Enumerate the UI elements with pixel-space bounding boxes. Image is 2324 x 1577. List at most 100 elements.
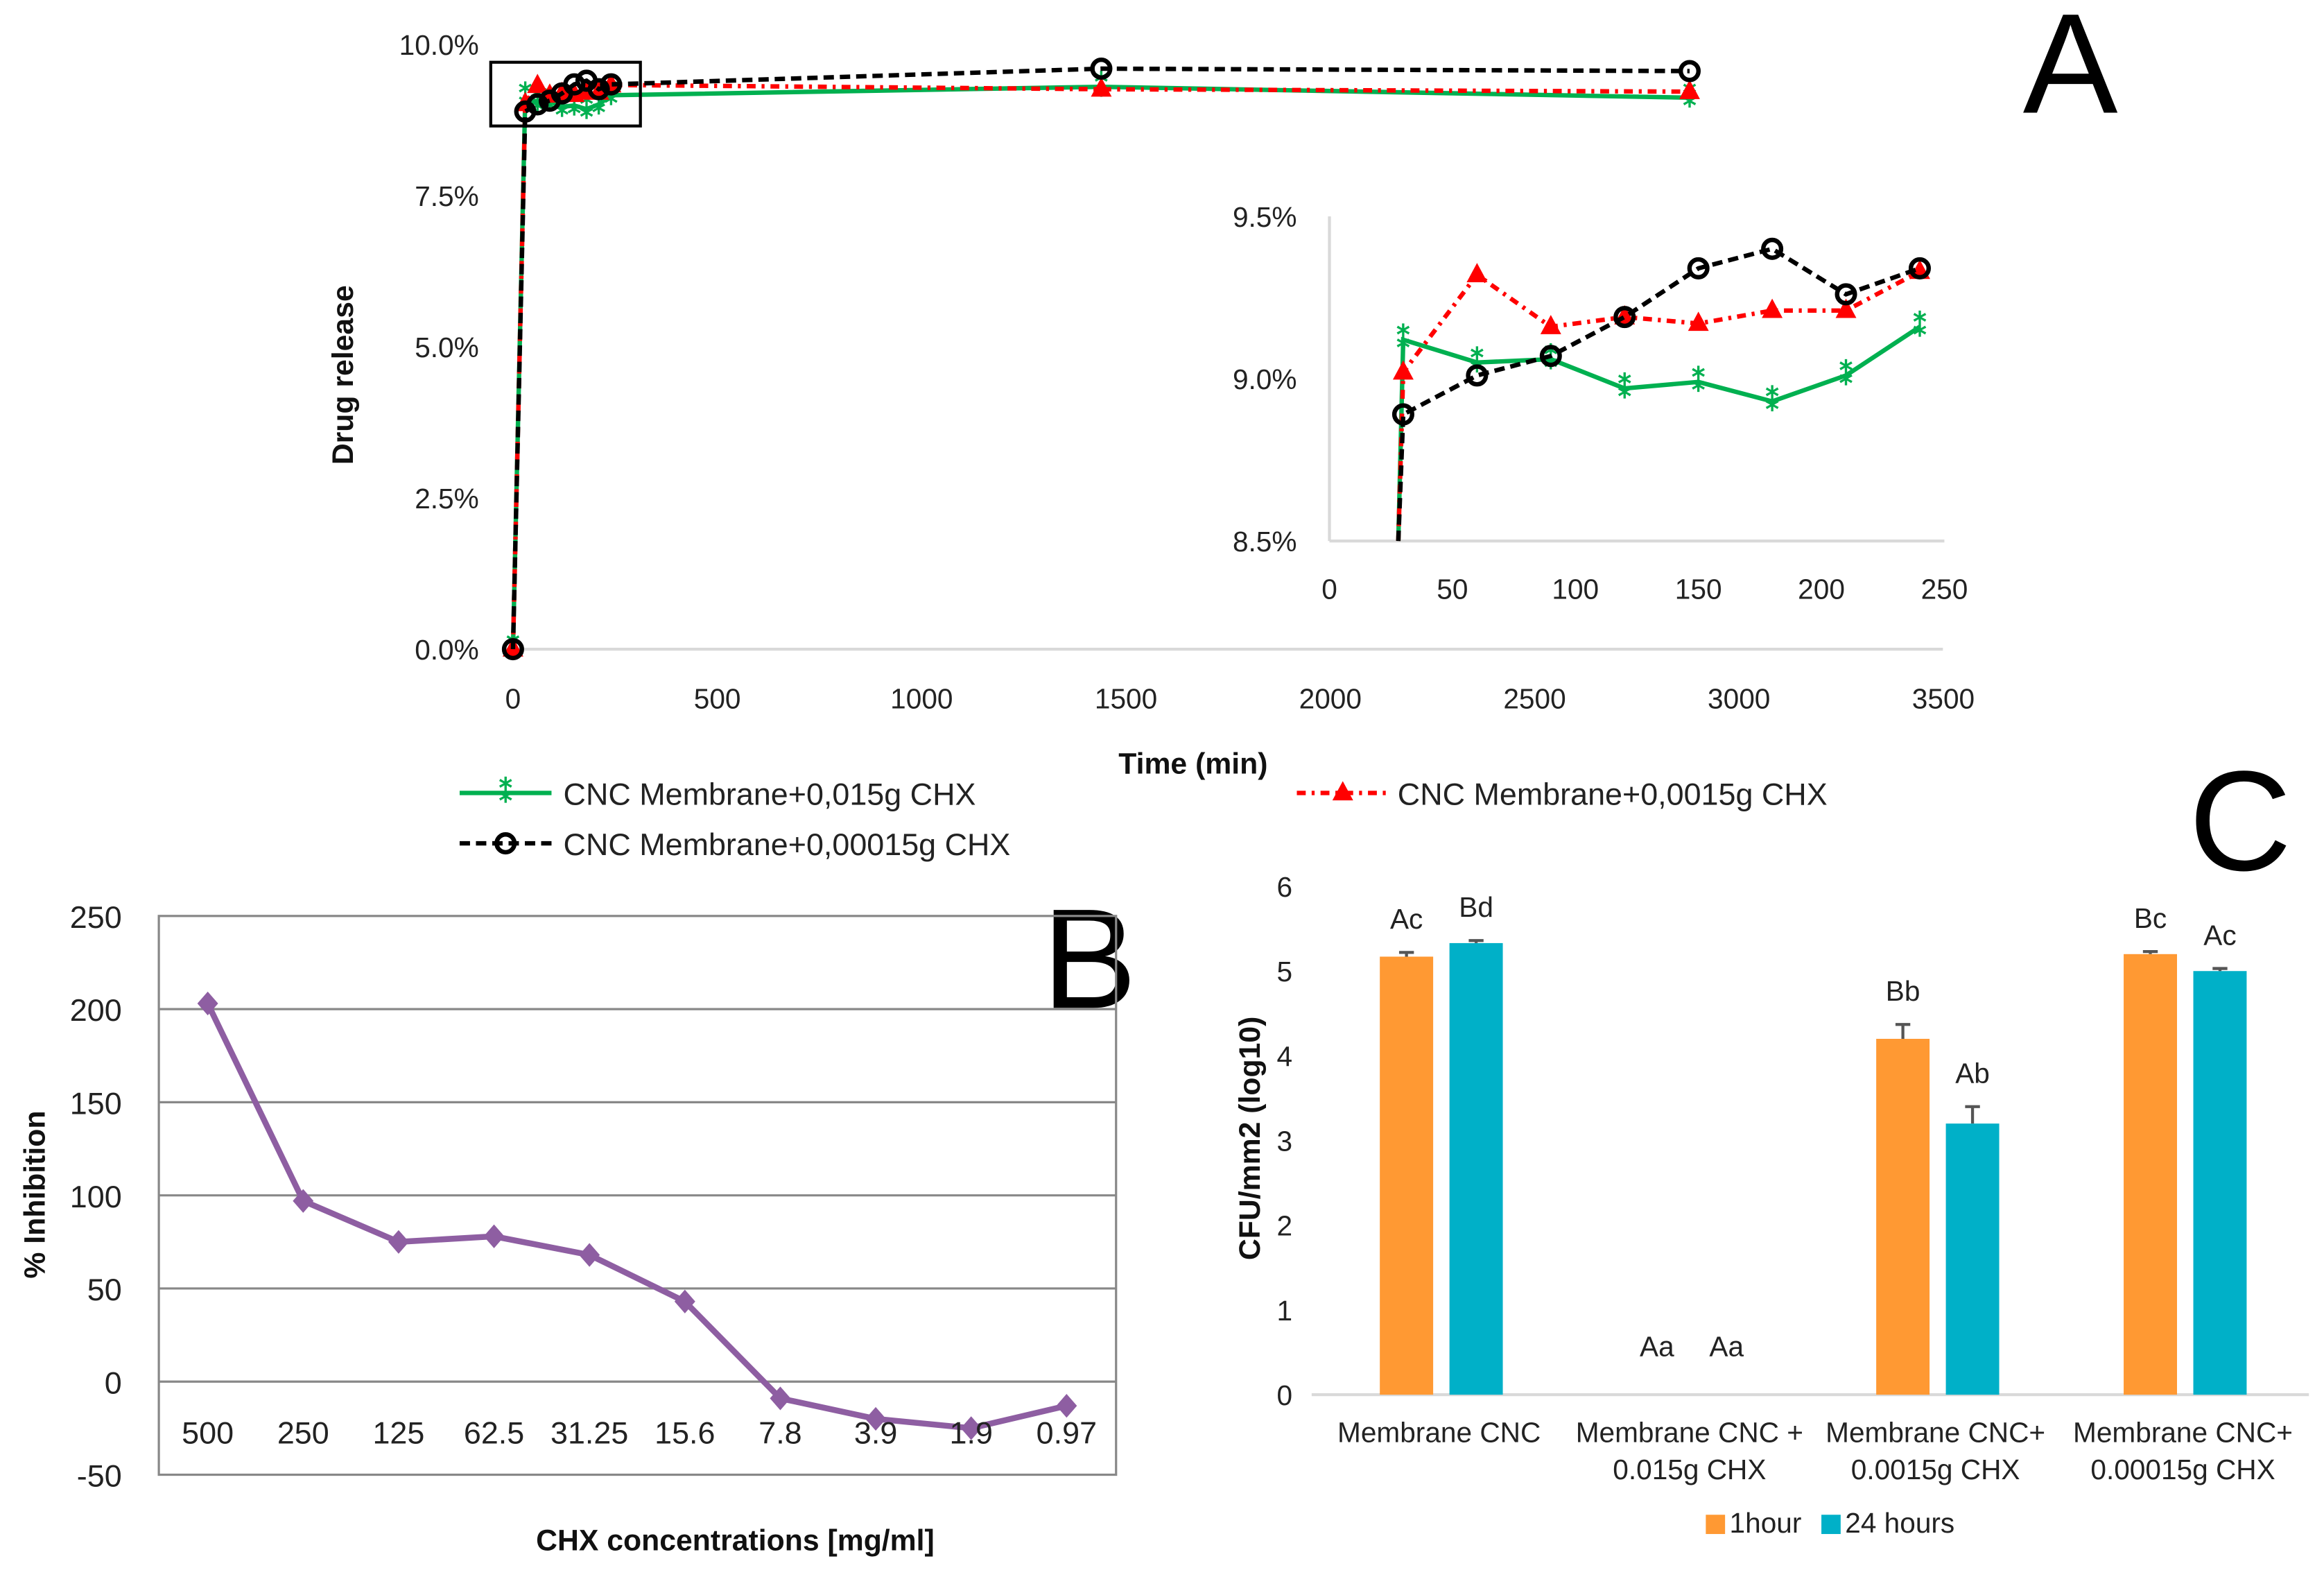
circle-marker — [1687, 257, 1710, 279]
y-tick-label: 100 — [70, 1179, 122, 1214]
error-bar — [1965, 1105, 1980, 1124]
legend-label: CNC Membrane+0,0015g CHX — [1398, 777, 1828, 812]
y-tick-label: -50 — [77, 1458, 122, 1494]
x-tick-label: 15.6 — [654, 1415, 715, 1451]
y-tick-label: 50 — [87, 1272, 122, 1307]
x-tick-label: 7.8 — [758, 1415, 801, 1451]
tick-label: 1000 — [890, 683, 953, 715]
y-tick-label: 4 — [1276, 1040, 1292, 1072]
triangle-marker — [1466, 263, 1488, 282]
y-tick-label: 150 — [70, 1085, 122, 1121]
hash-marker: ⁑ — [499, 776, 512, 808]
x-tick-label: 0.00015g CHX — [2090, 1454, 2275, 1485]
bar — [1449, 942, 1503, 1395]
x-tick-label: 3.9 — [854, 1415, 897, 1451]
circle-marker — [1090, 57, 1113, 80]
circle-marker — [526, 93, 549, 116]
triangle-marker — [1679, 80, 1700, 99]
inset-y-tick: 8.5% — [1233, 526, 1297, 558]
circle-marker — [600, 73, 623, 96]
chart-b: -50 0 50 100 150 200 250 500 250 125 62.5 31.25 15.6… — [19, 899, 1118, 1558]
x-axis-title: Time (min) — [1118, 748, 1267, 781]
bar — [2124, 954, 2177, 1395]
triangle-marker — [1392, 360, 1414, 380]
diamond-marker — [1056, 1394, 1077, 1418]
x-tick-label: Membrane CNC — [1337, 1417, 1541, 1449]
y-tick-label: 6 — [1276, 871, 1292, 903]
x-tick-label: Membrane CNC+ — [1826, 1417, 2045, 1449]
zoom-box — [489, 60, 642, 128]
chart-c: 0 1 2 3 4 5 6 CFU/mm2 (log10) Ac Aa Bb Bc Bd Aa Ab Ac Me… — [1233, 871, 2309, 1539]
legend-swatch-1 — [1821, 1515, 1841, 1535]
x-tick-label: 31.25 — [550, 1415, 628, 1451]
triangle-marker — [1835, 298, 1857, 318]
x-axis-title: CHX concentrations [mg/ml] — [536, 1524, 935, 1558]
error-bar — [2142, 949, 2158, 954]
x-tick-label: 500 — [182, 1415, 234, 1451]
circle-marker — [494, 832, 517, 855]
diamond-marker — [388, 1230, 409, 1254]
inset-x-tick: 100 — [1552, 573, 1599, 605]
inset-x-tick: 150 — [1675, 573, 1722, 605]
inset-x-tick: 0 — [1321, 573, 1337, 605]
error-bar — [1398, 951, 1414, 957]
y-tick-label: 2.5% — [415, 483, 479, 515]
significance-label: Ab — [1955, 1058, 1990, 1089]
y-tick-label: 200 — [70, 992, 122, 1028]
bar — [1945, 1123, 2000, 1395]
circle-marker — [501, 638, 524, 661]
y-tick-label: 7.5% — [415, 180, 479, 212]
legend-label: 1hour — [1730, 1507, 1802, 1539]
triangle-marker — [527, 74, 548, 94]
y-tick-label: 10.0% — [399, 29, 479, 61]
error-bar — [1895, 1023, 1911, 1039]
diamond-marker — [579, 1243, 600, 1267]
series-line-0 — [510, 84, 1690, 650]
bar — [1876, 1038, 1930, 1395]
series-line — [205, 1002, 1068, 1431]
inset-x-tick: 200 — [1798, 573, 1845, 605]
triangle-marker — [1688, 311, 1709, 331]
tick-label: 0 — [505, 683, 521, 715]
error-bar — [1468, 939, 1484, 943]
significance-label: Aa — [1709, 1331, 1744, 1363]
bar — [1380, 956, 1434, 1395]
circle-marker — [1761, 237, 1784, 260]
y-tick-label: 0 — [1276, 1379, 1292, 1411]
y-tick-label: 5 — [1276, 956, 1292, 988]
x-tick-label: 1.9 — [950, 1415, 993, 1451]
hash-marker: ⁑ — [1692, 365, 1705, 397]
diamond-marker — [674, 1289, 695, 1313]
hash-marker: ⁑ — [1839, 359, 1853, 390]
y-tick-label: 250 — [70, 899, 122, 935]
circle-marker — [563, 73, 586, 96]
hash-marker: ⁑ — [1396, 323, 1410, 355]
circle-marker — [1613, 306, 1636, 329]
circle-marker — [1466, 364, 1489, 387]
x-tick-label: 0.0015g CHX — [1851, 1454, 2020, 1485]
triangle-marker — [1332, 781, 1353, 801]
hash-marker: ⁑ — [1913, 310, 1926, 342]
legend-swatch-0 — [1706, 1515, 1726, 1535]
chart-a: 0.0%2.5%5.0%7.5%10.0%0 500 1000 1500 2000 250… — [327, 29, 2001, 862]
x-tick-label: 250 — [277, 1415, 329, 1451]
y-tick-label: 1 — [1276, 1295, 1292, 1327]
x-tick-label: 0.97 — [1037, 1415, 1097, 1451]
hash-marker: ⁑ — [1618, 372, 1631, 404]
inset-background — [1215, 192, 2001, 623]
circle-marker — [1678, 60, 1701, 83]
inset-y-tick: 9.5% — [1233, 201, 1297, 233]
hash-marker: ⁑ — [1765, 385, 1778, 417]
y-tick-label: 5.0% — [415, 331, 479, 363]
tick-label: 3500 — [1912, 683, 1975, 715]
circle-marker — [587, 78, 610, 101]
tick-label: 2500 — [1503, 683, 1566, 715]
significance-label: Aa — [1640, 1331, 1674, 1363]
y-axis-title: % Inhibition — [19, 1111, 52, 1279]
y-tick-label: 3 — [1276, 1126, 1292, 1157]
error-bar — [2212, 967, 2228, 972]
legend-label: CNC Membrane+0,015g CHX — [564, 777, 976, 812]
legend-label: 24 hours — [1845, 1507, 1954, 1539]
inset-y-tick: 9.0% — [1233, 363, 1297, 395]
tick-label: 1500 — [1095, 683, 1157, 715]
